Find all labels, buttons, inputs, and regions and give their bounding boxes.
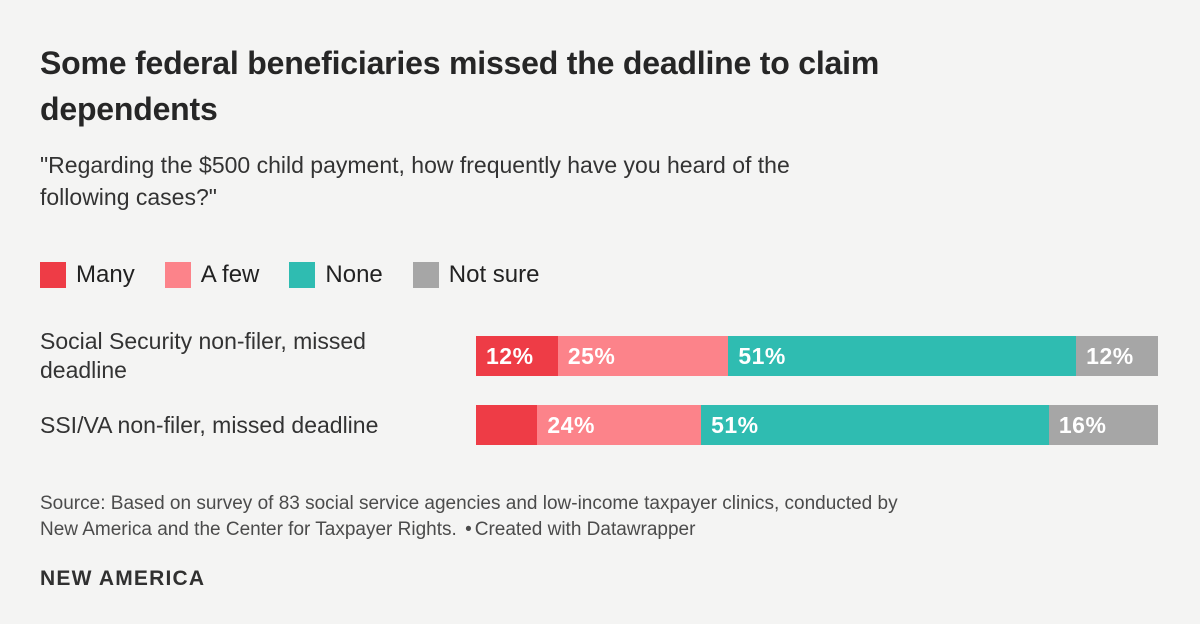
new-america-logo: NEW AMERICA (40, 567, 206, 590)
legend-swatch-not-sure (412, 262, 439, 288)
row-label: Social Security non-filer, missed deadli… (40, 328, 366, 383)
row-label: SSI/VA non-filer, missed deadline (40, 411, 379, 438)
legend-label: Not sure (448, 261, 540, 288)
legend-swatch-a-few (164, 262, 191, 288)
legend-swatch-none (289, 262, 316, 288)
bar-segment-a-few: 24% (537, 405, 702, 445)
segment-value-label: 24% (547, 411, 595, 438)
bar-track: 12% 25% 51% 12% (476, 336, 1158, 376)
segment-value-label: 25% (567, 342, 616, 369)
bar-segment-many (476, 405, 538, 445)
bar-row: SSI/VA non-filer, missed deadline 24% 51% 1… (40, 405, 1158, 445)
bar-segment-none: 51% (701, 405, 1049, 445)
segment-value-label: 12% (1086, 342, 1134, 369)
legend-label: Many (76, 261, 135, 288)
bar-segment-not-sure: 16% (1048, 405, 1158, 445)
legend-swatch-many (40, 262, 66, 288)
chart-subtitle: "Regarding the $500 child payment, how f… (40, 152, 790, 210)
datawrapper-attribution[interactable]: Created with Datawrapper (474, 519, 696, 540)
legend: Many A few None Not sure (40, 261, 1158, 289)
bar-segment-not-sure: 12% (1076, 336, 1158, 376)
segment-value-label: 51% (711, 411, 759, 438)
legend-item-none: None (289, 261, 383, 289)
segment-value-label: 51% (738, 342, 786, 369)
source-label: Source: (40, 493, 106, 514)
source-text: Based on survey of 83 social service age… (40, 493, 898, 540)
bar-track: 24% 51% 16% (476, 405, 1158, 445)
segment-value-label: 12% (486, 342, 534, 369)
bullet-separator: • (465, 519, 472, 540)
bar-segment-many: 12% (476, 336, 558, 376)
bar-row: Social Security non-filer, missed deadli… (40, 327, 1158, 385)
chart-title: Some federal beneficiaries missed the de… (40, 45, 880, 127)
bar-segment-none: 51% (728, 336, 1077, 376)
legend-item-not-sure: Not sure (412, 261, 540, 289)
segment-value-label: 16% (1058, 411, 1107, 438)
source-note: Source: Based on survey of 83 social ser… (40, 491, 1158, 543)
stacked-bar-chart: Social Security non-filer, missed deadli… (40, 327, 1158, 445)
legend-item-many: Many (40, 261, 135, 289)
legend-label: A few (200, 261, 260, 288)
legend-label: None (325, 261, 383, 288)
bar-segment-a-few: 25% (557, 336, 729, 376)
legend-item-a-few: A few (164, 261, 260, 289)
